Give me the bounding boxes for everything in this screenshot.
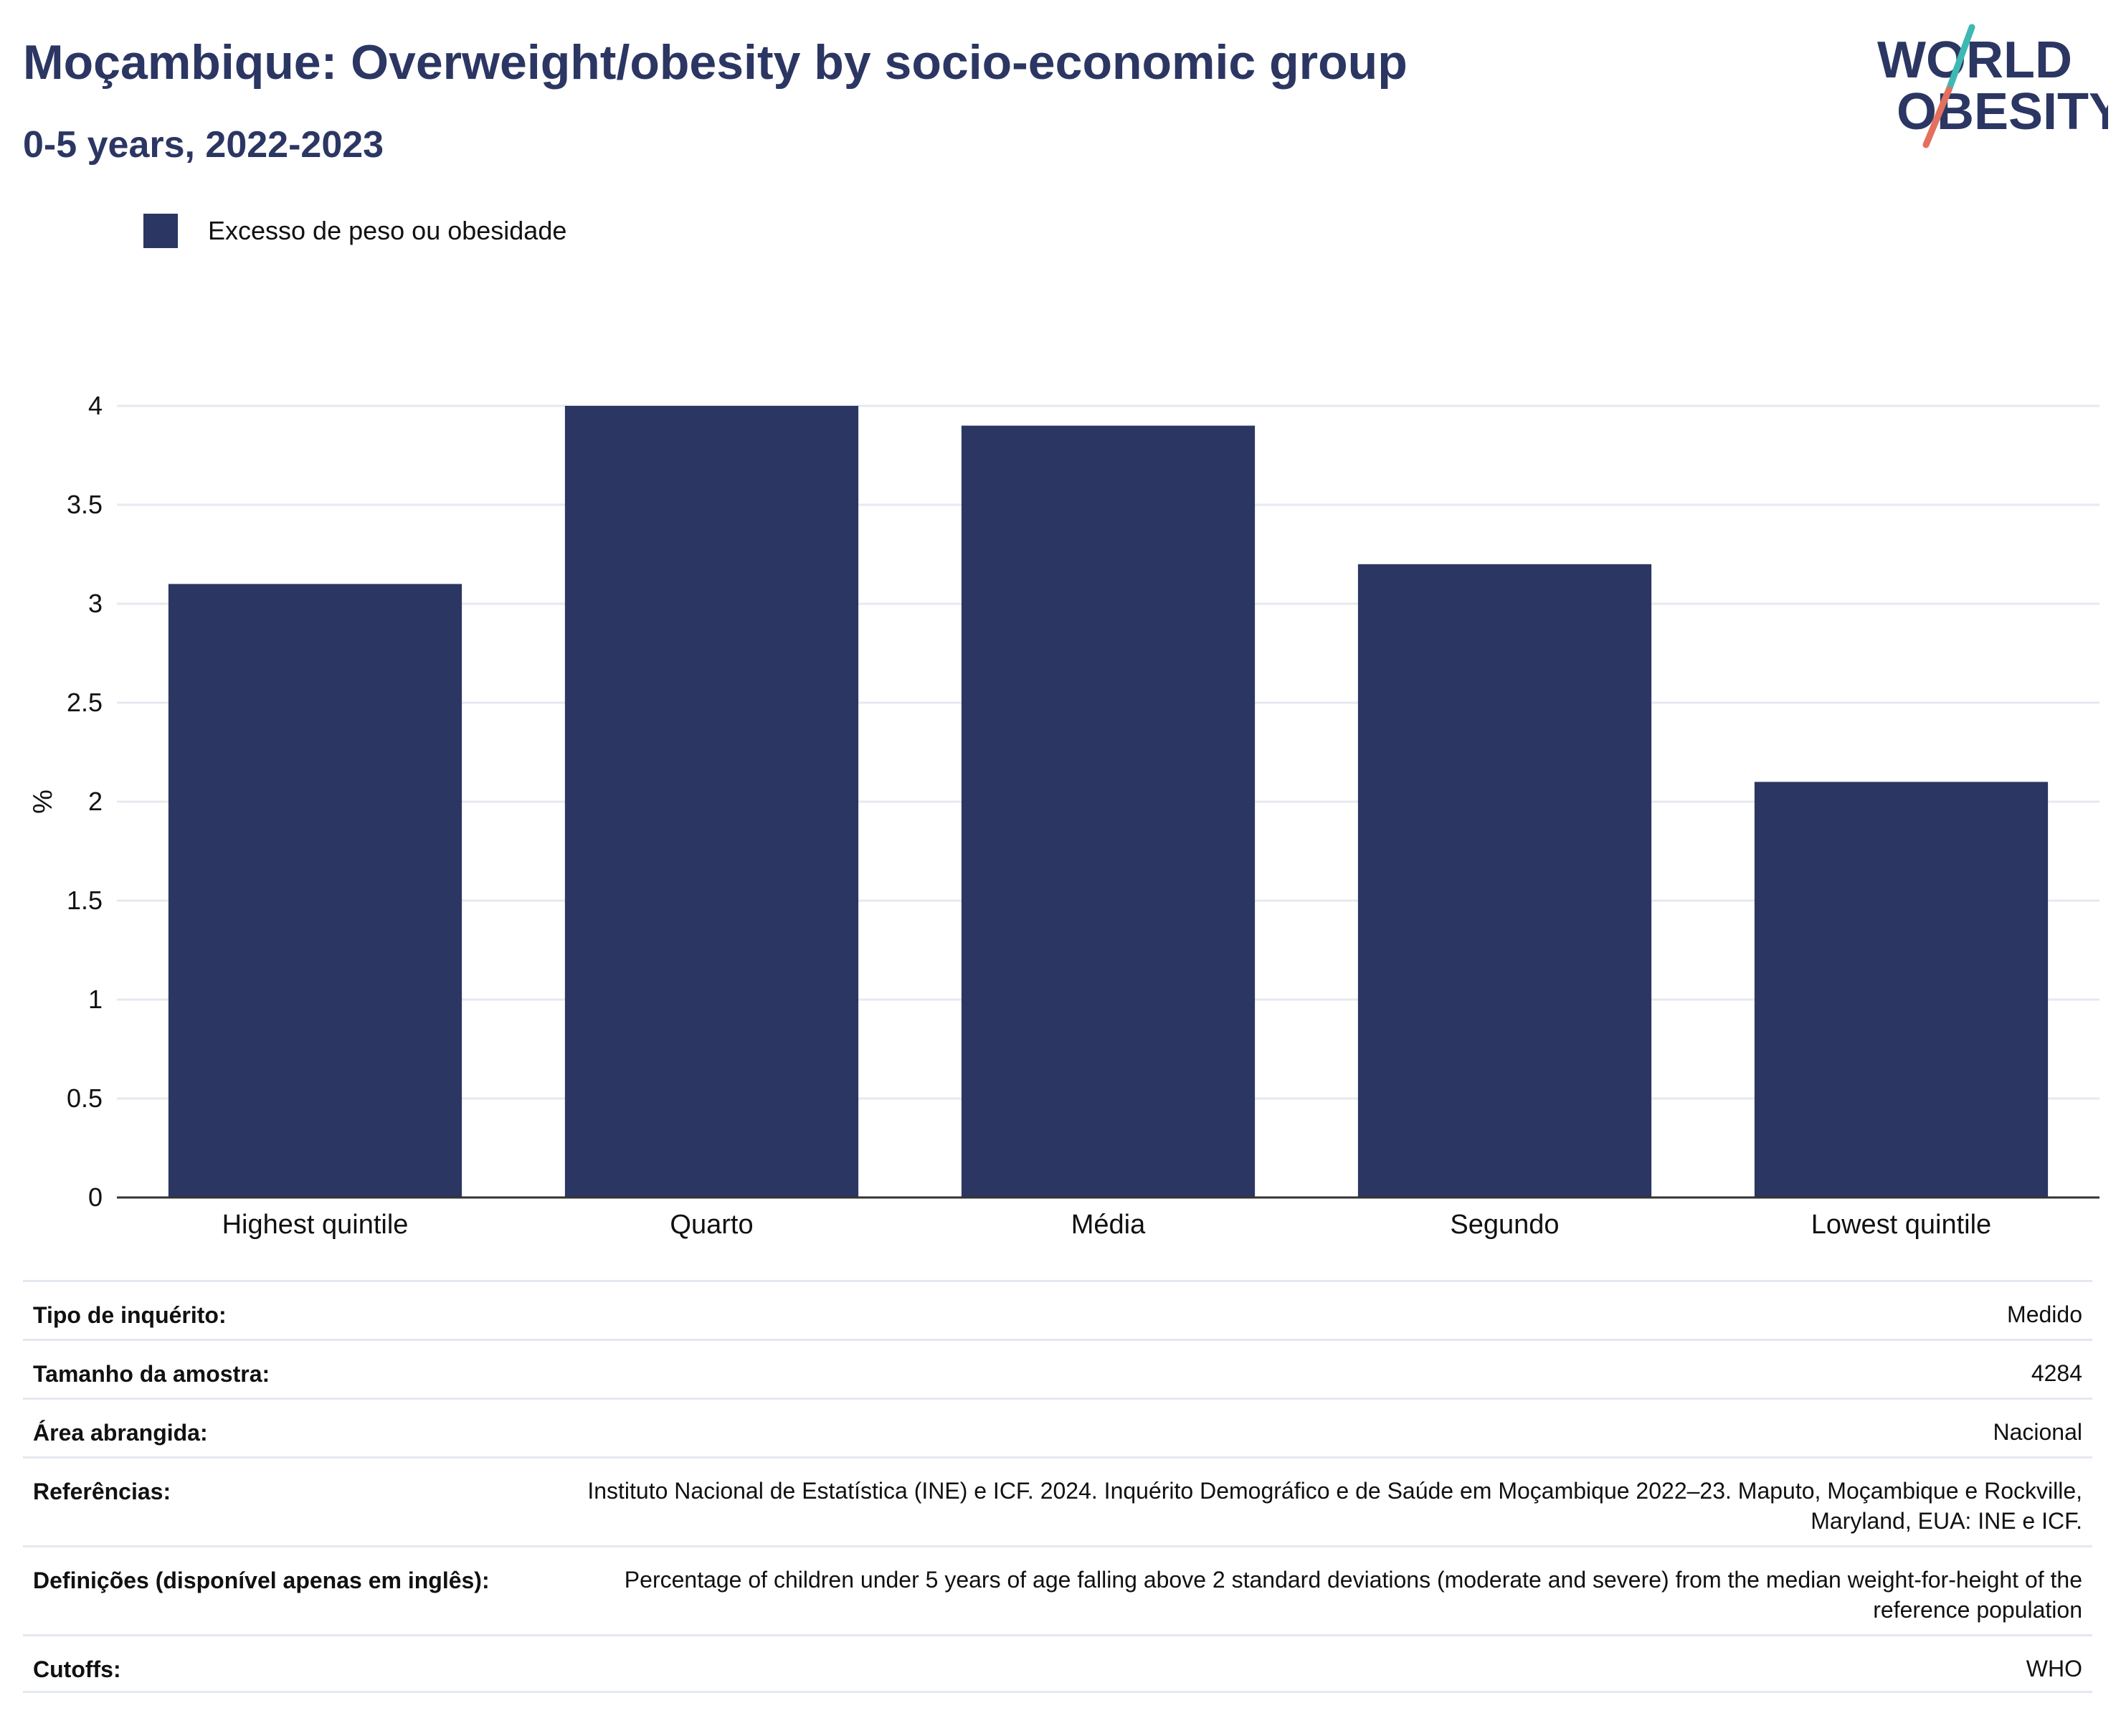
y-tick-label: 3: [88, 589, 103, 618]
y-axis-label: %: [28, 789, 58, 814]
meta-value: Instituto Nacional de Estatística (INE) …: [587, 1478, 2082, 1534]
meta-row: Cutoffs: WHO: [23, 1634, 2092, 1693]
y-tick-label: 3.5: [67, 490, 103, 519]
meta-value: Nacional: [1993, 1419, 2082, 1445]
meta-row: Tipo de inquérito: Medido: [23, 1280, 2092, 1339]
y-tick-label: 2.5: [67, 688, 103, 717]
logo-slash-coral: [1922, 86, 1952, 148]
logo-slash-teal: [1945, 24, 1975, 93]
meta-row: Definições (disponível apenas em inglês)…: [23, 1545, 2092, 1634]
legend: Excesso de peso ou obesidade: [143, 214, 566, 248]
meta-key: Cutoffs:: [33, 1656, 121, 1682]
y-tick-label: 4: [88, 391, 103, 420]
x-tick-label: Segundo: [1450, 1210, 1559, 1240]
meta-key: Tipo de inquérito:: [33, 1302, 227, 1328]
x-tick-label: Quarto: [670, 1210, 753, 1240]
bar-chart: 0 0.5 1 1.5 2 2.5 3 3.5 4% Highest quintile Quarto…: [28, 391, 2099, 1240]
chart-title: Moçambique: Overweight/obesity by socio-…: [23, 35, 1408, 90]
world-obesity-logo: WORLD OBESITY: [1877, 24, 2108, 148]
survey-metadata-table: Tipo de inquérito: Medido Tamanho da amost…: [23, 1280, 2092, 1693]
meta-value: WHO: [2026, 1656, 2082, 1682]
logo-word-world: WORLD: [1877, 32, 2072, 89]
meta-value: Medido: [2007, 1301, 2082, 1327]
meta-key: Definições (disponível apenas em inglês)…: [33, 1567, 490, 1593]
meta-key: Referências:: [33, 1479, 171, 1504]
bar: [168, 584, 462, 1197]
legend-label: Excesso de peso ou obesidade: [208, 216, 567, 245]
bar: [961, 425, 1256, 1197]
meta-key: Tamanho da amostra:: [33, 1361, 270, 1387]
meta-row: Área abrangida: Nacional: [23, 1398, 2092, 1456]
y-tick-label: 0.5: [67, 1083, 103, 1113]
x-tick-label: Lowest quintile: [1811, 1210, 1991, 1240]
x-tick-label: Highest quintile: [222, 1210, 409, 1240]
meta-value: Percentage of children under 5 years of …: [624, 1567, 2082, 1623]
meta-row: Tamanho da amostra: 4284: [23, 1339, 2092, 1398]
meta-row: Referências: Instituto Nacional de Estatí…: [23, 1456, 2092, 1545]
bar: [1357, 564, 1652, 1197]
y-tick-label: 1: [88, 985, 103, 1014]
legend-swatch: [143, 214, 178, 248]
x-tick-label: Média: [1071, 1210, 1146, 1240]
bar: [564, 406, 859, 1197]
y-tick-label: 0: [88, 1182, 103, 1212]
y-tick-label: 1.5: [67, 886, 103, 915]
meta-key: Área abrangida:: [33, 1420, 208, 1446]
chart-subtitle: 0-5 years, 2022-2023: [23, 124, 384, 166]
y-tick-label: 2: [88, 787, 103, 816]
bar: [1754, 782, 2049, 1197]
meta-value: 4284: [2031, 1360, 2082, 1386]
